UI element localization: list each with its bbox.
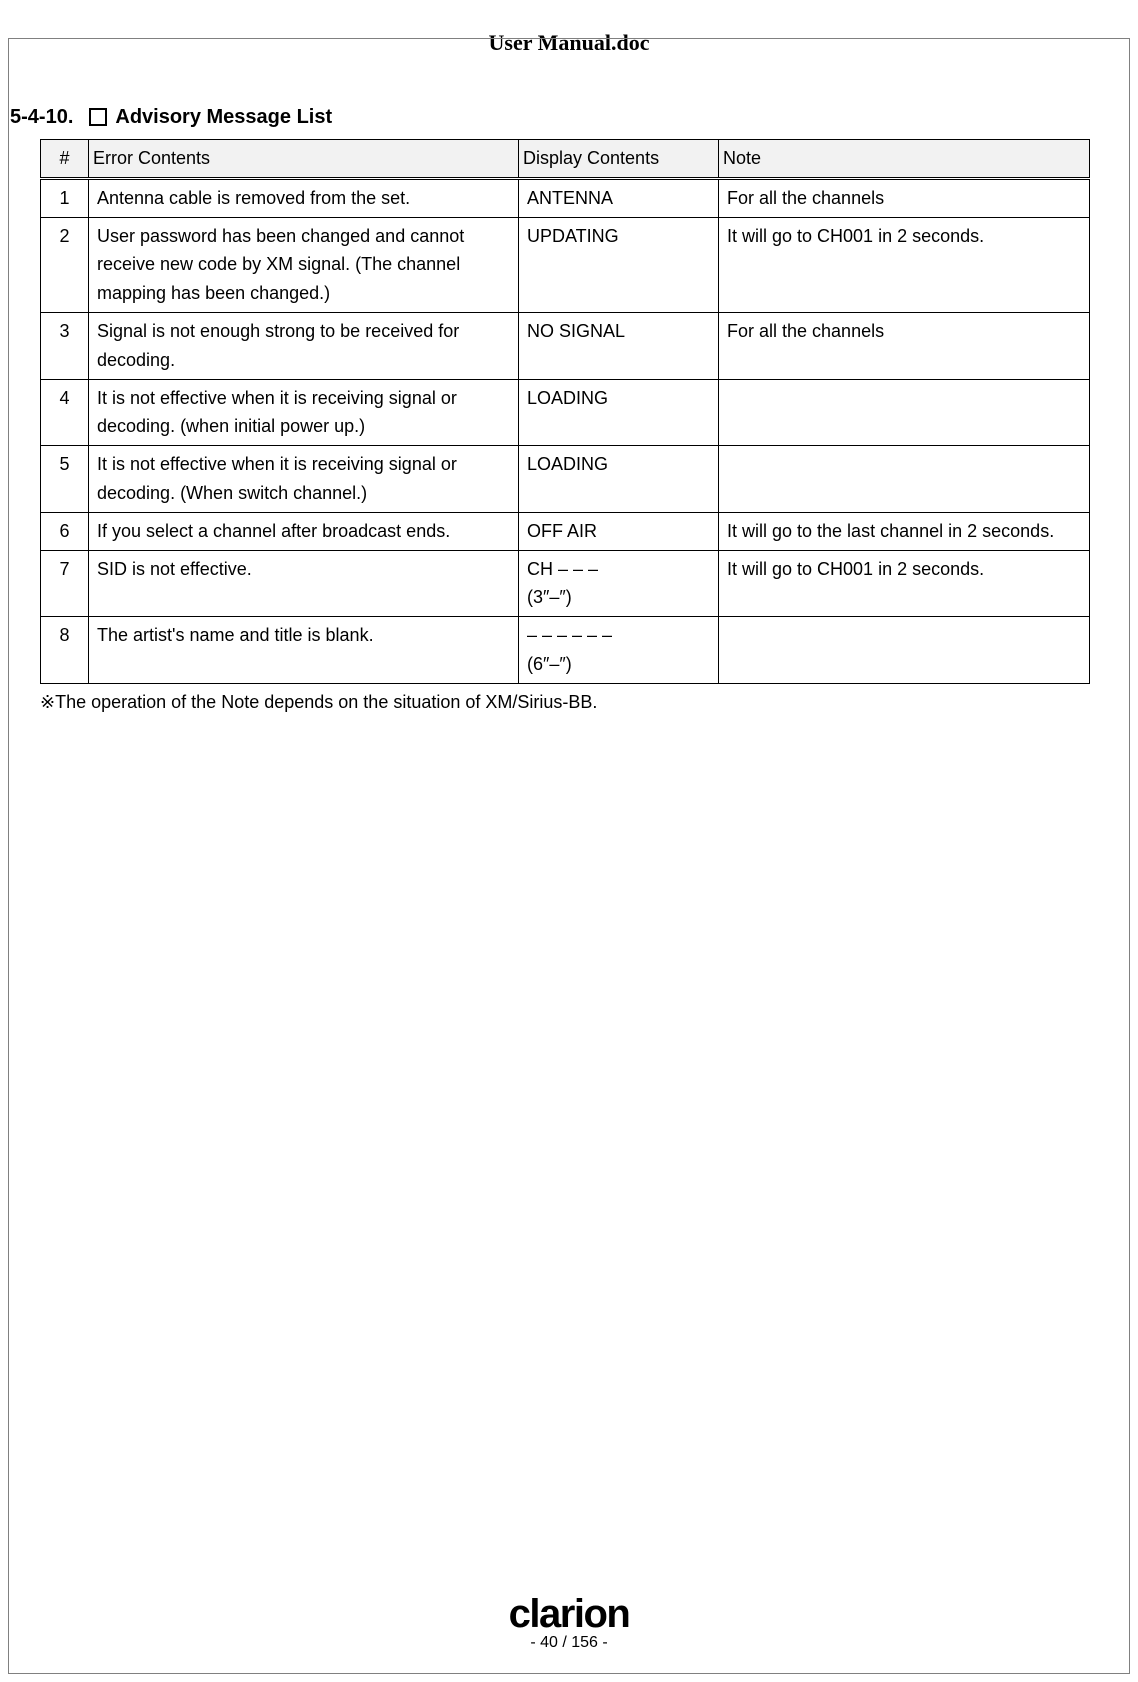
footer: clarion - 40 / 156 -	[0, 1594, 1138, 1652]
page-number: - 40 / 156 -	[0, 1634, 1138, 1652]
brand-logo: clarion	[0, 1594, 1138, 1634]
page-border	[8, 38, 1130, 1674]
